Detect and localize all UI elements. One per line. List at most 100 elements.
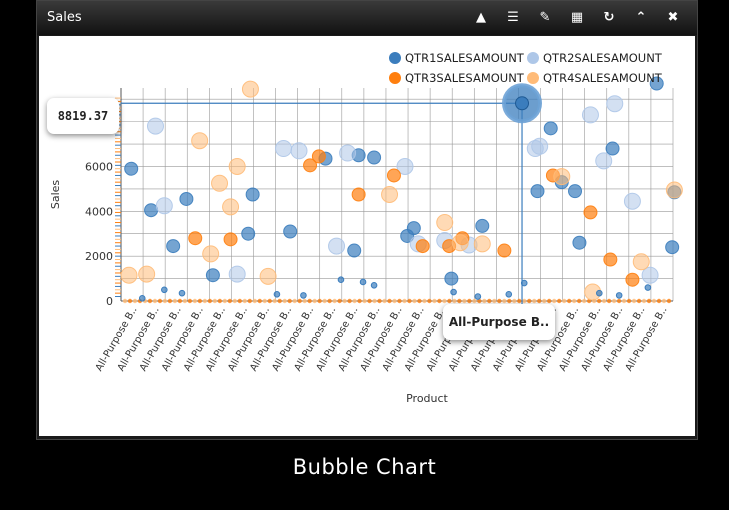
zero-point [162, 298, 168, 304]
qtr2salesamount-bubble [641, 266, 659, 284]
zero-point [621, 298, 627, 304]
zero-point [257, 298, 262, 304]
qtr1salesamount-bubble [166, 239, 181, 254]
zero-point [626, 298, 632, 304]
zero-point [522, 298, 527, 304]
zero-point [247, 298, 252, 304]
small-bubble [596, 289, 603, 297]
zero-point [347, 298, 352, 304]
qtr1salesamount-bubble [241, 226, 256, 241]
zero-point [561, 298, 567, 304]
qtr3salesamount-bubble [625, 272, 640, 287]
zero-point [167, 298, 173, 304]
legend-label: QTR3SALESAMOUNT [405, 71, 525, 85]
zero-point [212, 298, 218, 304]
zero-point [517, 298, 522, 304]
zero-point [547, 298, 552, 304]
grid-icon[interactable]: ▦ [570, 10, 584, 25]
qtr2salesamount-bubble [155, 197, 173, 215]
qtr1salesamount-bubble [179, 191, 194, 206]
zero-point [272, 298, 277, 304]
pencil-icon[interactable]: ✎ [539, 10, 551, 25]
close-icon[interactable]: ✖ [667, 10, 679, 25]
zero-point [287, 298, 292, 304]
zero-point [487, 298, 492, 304]
zero-point [317, 298, 322, 304]
zero-point [482, 298, 487, 304]
zero-point [342, 298, 347, 304]
qtr2salesamount-bubble [396, 157, 414, 175]
zero-point [397, 298, 402, 304]
small-bubble [474, 293, 482, 300]
zero-point [267, 298, 272, 304]
zero-point [452, 298, 457, 304]
zero-point [542, 298, 547, 304]
qtr2salesamount-bubble [228, 265, 246, 283]
qtr2salesamount-bubble [531, 137, 549, 155]
zero-point [656, 298, 662, 304]
y-tick-label: 6000 [85, 160, 113, 173]
qtr3salesamount-bubble [188, 231, 203, 246]
zero-point [646, 298, 652, 304]
qtr4salesamount-bubble [241, 80, 259, 98]
qtr4salesamount-bubble [191, 132, 209, 150]
qtr4salesamount-bubble [553, 168, 571, 186]
qtr1salesamount-bubble [144, 203, 159, 218]
zero-point [237, 298, 242, 304]
zero-point [282, 298, 287, 304]
zero-point [382, 298, 387, 304]
qtr1salesamount-bubble [124, 161, 139, 176]
zero-point [122, 298, 128, 304]
window-titlebar: Sales ▲ ☰ ✎ ▦ ↻ ⌃ ✖ [37, 1, 697, 35]
qtr2salesamount-bubble [623, 192, 641, 210]
qtr4salesamount-bubble [211, 174, 229, 192]
qtr4salesamount-bubble [202, 245, 220, 263]
zero-point [497, 298, 502, 304]
qtr3salesamount-bubble [303, 158, 318, 173]
zero-point [467, 298, 472, 304]
warning-icon[interactable]: ▲ [476, 10, 486, 25]
legend-label: QTR4SALESAMOUNT [543, 71, 663, 85]
zero-point [227, 298, 233, 304]
collapse-icon[interactable]: ⌃ [635, 10, 647, 25]
zero-point [367, 298, 372, 304]
qtr1salesamount-bubble [406, 221, 421, 236]
zero-point [566, 298, 572, 304]
small-bubble [370, 282, 378, 289]
refresh-icon[interactable]: ↻ [603, 10, 615, 25]
qtr2salesamount-bubble [581, 106, 599, 124]
zero-point [402, 298, 407, 304]
y-tick-label: 0 [106, 295, 113, 308]
qtr1salesamount-bubble [245, 187, 260, 202]
small-bubble [615, 292, 623, 299]
zero-point [666, 298, 672, 304]
zero-point [252, 298, 257, 304]
zero-point [357, 298, 362, 304]
zero-point [557, 298, 562, 304]
qtr1salesamount-bubble [283, 224, 298, 239]
chart-window: Sales ▲ ☰ ✎ ▦ ↻ ⌃ ✖ 0 2000 4000 6000 Sales Pr… [36, 0, 698, 440]
small-bubble [273, 290, 281, 298]
zero-point [197, 298, 203, 304]
qtr1salesamount-bubble [347, 243, 362, 258]
zero-point [472, 298, 477, 304]
zero-point [132, 298, 138, 304]
zero-point [387, 298, 392, 304]
zero-point [651, 298, 657, 304]
zero-point [616, 298, 622, 304]
zero-point [297, 298, 302, 304]
zero-point [217, 298, 223, 304]
qtr4salesamount-bubble [228, 157, 246, 175]
qtr2salesamount-bubble [595, 152, 613, 170]
qtr3salesamount-bubble [386, 168, 401, 183]
small-bubble [337, 276, 345, 283]
small-bubble [178, 289, 186, 297]
legend-swatch [389, 52, 401, 64]
zero-point [457, 298, 462, 304]
zero-point [502, 298, 507, 304]
zero-point [412, 298, 417, 304]
zero-point [207, 298, 213, 304]
zero-point [512, 298, 517, 304]
list-icon[interactable]: ☰ [507, 10, 519, 25]
zero-point [427, 298, 432, 304]
